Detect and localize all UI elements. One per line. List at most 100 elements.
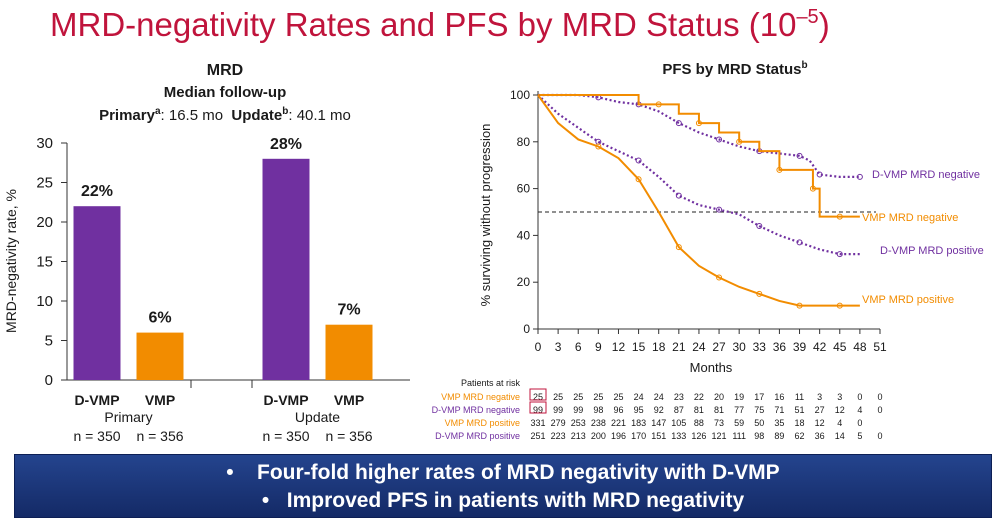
km-x-tick-label: 48: [853, 340, 867, 354]
risk-cell: 98: [754, 431, 764, 441]
risk-cell: 22: [694, 392, 704, 402]
bar-chart: 0 5 10 15 20 25 30 MRD-negativity rate, % 22% D-V…: [3, 135, 410, 444]
km-x-tick-label: 51: [873, 340, 887, 354]
km-x-tick-label: 15: [632, 340, 646, 354]
km-censor-marker: [675, 120, 682, 127]
risk-cell: 221: [611, 418, 626, 428]
km-censor-marker: [635, 157, 642, 164]
bar-y-tick-label: 15: [36, 254, 53, 271]
takeaway-2: • Improved PFS in patients with MRD nega…: [261, 489, 745, 512]
risk-cell: 99: [573, 405, 583, 415]
risk-cell: 36: [815, 431, 825, 441]
bar-d-vmp-primary: [73, 206, 121, 380]
risk-cell: 35: [774, 418, 784, 428]
risk-row-label: VMP MRD positive: [445, 418, 520, 428]
bar-y-tick-label: 0: [45, 372, 53, 389]
km-censor-marker: [796, 239, 803, 246]
km-censor-marker: [675, 192, 682, 199]
risk-highlight-box: [529, 401, 547, 414]
km-censor-marker: [836, 302, 843, 309]
risk-cell: 87: [674, 405, 684, 415]
risk-cell: 147: [651, 418, 666, 428]
risk-cell: 17: [754, 392, 764, 402]
km-curve-vmp-mrd-negative: [538, 94, 860, 218]
followup-heading: Median follow-up: [163, 84, 287, 101]
risk-cell: 11: [795, 392, 804, 402]
bar-y-tick-label: 25: [36, 175, 53, 192]
km-x-tick-label: 9: [595, 340, 602, 354]
km-censor-marker: [776, 166, 783, 173]
risk-cell: 75: [754, 405, 764, 415]
risk-cell: 81: [714, 405, 724, 415]
risk-cell: 223: [551, 431, 566, 441]
km-censor-marker: [796, 152, 803, 159]
risk-cell: 51: [795, 405, 805, 415]
risk-highlight-box: [529, 388, 547, 401]
bar-group-label: Primary: [104, 409, 152, 425]
risk-cell: 3: [837, 392, 842, 402]
risk-cell: 98: [593, 405, 603, 415]
risk-cell: 279: [551, 418, 566, 428]
km-x-tick-label: 39: [793, 340, 807, 354]
risk-cell: 88: [694, 418, 704, 428]
risk-cell: 16: [774, 392, 784, 402]
km-x-tick-label: 0: [535, 340, 542, 354]
risk-cell: 0: [857, 392, 862, 402]
km-series-label: VMP MRD negative: [862, 212, 958, 224]
bar-y-tick-label: 20: [36, 214, 53, 231]
risk-row-label: VMP MRD negative: [441, 392, 520, 402]
risk-cell: 99: [553, 405, 563, 415]
risk-cell: 0: [857, 418, 862, 428]
risk-cell: 0: [877, 405, 882, 415]
km-censor-marker: [695, 120, 702, 127]
risk-cell: 105: [671, 418, 686, 428]
km-censor-marker: [816, 171, 823, 178]
bar-x-label: VMP: [334, 392, 364, 408]
km-series-label: VMP MRD positive: [862, 294, 954, 306]
km-censor-marker: [716, 136, 723, 143]
risk-cell: 18: [795, 418, 805, 428]
risk-cell: 24: [654, 392, 664, 402]
risk-cell: 19: [734, 392, 744, 402]
risk-cell: 95: [634, 405, 644, 415]
risk-cell: 126: [691, 431, 706, 441]
risk-cell: 23: [674, 392, 684, 402]
risk-cell: 151: [651, 431, 666, 441]
risk-cell: 12: [835, 405, 845, 415]
km-series-label: D-VMP MRD negative: [872, 169, 980, 181]
risk-cell: 89: [774, 431, 784, 441]
risk-cell: 96: [613, 405, 623, 415]
risk-cell: 183: [631, 418, 646, 428]
km-y-tick-label: 0: [523, 322, 530, 336]
risk-cell: 0: [877, 392, 882, 402]
risk-cell: 27: [815, 405, 825, 415]
bar-group-label: Update: [295, 409, 340, 425]
km-censor-marker: [635, 176, 642, 183]
risk-cell: 4: [837, 418, 842, 428]
risk-cell: 200: [591, 431, 606, 441]
km-x-tick-label: 18: [652, 340, 666, 354]
key-takeaways-banner: • Four-fold higher rates of MRD negativi…: [14, 454, 992, 518]
risk-cell: 20: [714, 392, 724, 402]
risk-cell: 25: [613, 392, 623, 402]
km-censor-marker: [836, 251, 843, 258]
km-x-tick-label: 12: [612, 340, 626, 354]
km-censor-marker: [756, 290, 763, 297]
km-censor-marker: [675, 244, 682, 251]
risk-cell: 3: [817, 392, 822, 402]
slide-title: MRD-negativity Rates and PFS by MRD Stat…: [50, 6, 830, 43]
km-y-tick-label: 100: [510, 88, 530, 102]
risk-cell: 25: [553, 392, 563, 402]
risk-cell: 251: [530, 431, 545, 441]
bar-data-label: 6%: [148, 310, 171, 327]
km-x-tick-label: 36: [773, 340, 787, 354]
bar-data-label: 22%: [81, 183, 113, 200]
bar-chart-heading: MRD: [206, 62, 244, 79]
km-x-tick-label: 30: [732, 340, 746, 354]
risk-cell: 50: [754, 418, 764, 428]
bar-n-label: n = 356: [325, 428, 372, 444]
risk-row-label: D-VMP MRD negative: [432, 405, 520, 415]
risk-cell: 12: [815, 418, 825, 428]
risk-cell: 77: [734, 405, 744, 415]
